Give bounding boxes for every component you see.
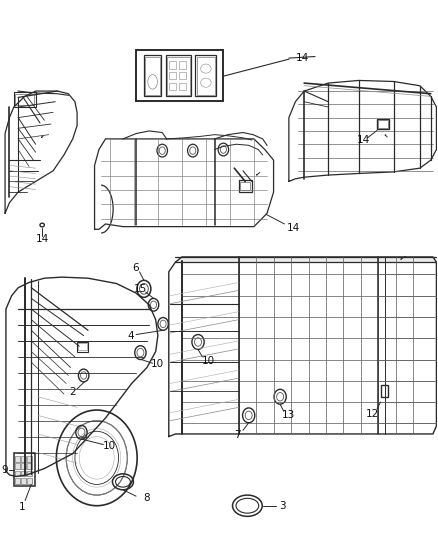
Bar <box>21 456 26 462</box>
Polygon shape <box>27 456 32 462</box>
Polygon shape <box>175 257 436 262</box>
Text: 9: 9 <box>2 465 8 474</box>
Polygon shape <box>21 478 26 484</box>
Bar <box>78 343 87 351</box>
Bar <box>27 463 32 469</box>
Polygon shape <box>27 478 32 484</box>
Bar <box>21 463 26 469</box>
Bar <box>15 94 34 106</box>
Text: 1: 1 <box>18 502 25 512</box>
Text: 10: 10 <box>150 359 163 369</box>
Bar <box>179 61 186 69</box>
Bar <box>145 56 160 95</box>
Bar <box>378 120 389 128</box>
Bar <box>144 55 161 96</box>
Bar <box>239 180 252 192</box>
Bar <box>179 83 186 90</box>
Bar <box>136 50 223 101</box>
Bar <box>15 471 20 477</box>
Text: 12: 12 <box>366 409 379 419</box>
Bar <box>195 55 216 96</box>
Bar <box>179 72 186 79</box>
Text: 3: 3 <box>279 500 286 511</box>
Text: 14: 14 <box>286 223 300 233</box>
Polygon shape <box>27 463 32 469</box>
Bar <box>169 83 176 90</box>
Text: 13: 13 <box>281 410 295 421</box>
Bar <box>381 385 389 397</box>
Bar <box>21 478 26 484</box>
Polygon shape <box>21 456 26 462</box>
Bar <box>15 463 20 469</box>
Bar <box>27 456 32 462</box>
Text: 4: 4 <box>127 330 134 341</box>
Text: 6: 6 <box>132 263 138 272</box>
Bar <box>240 182 251 190</box>
Bar <box>169 61 176 69</box>
Polygon shape <box>15 478 20 484</box>
Bar <box>14 92 35 107</box>
Text: 14: 14 <box>357 135 370 145</box>
Bar <box>27 471 32 477</box>
Polygon shape <box>27 471 32 477</box>
Text: 14: 14 <box>295 53 309 63</box>
Bar <box>77 342 88 352</box>
Text: 2: 2 <box>69 387 76 398</box>
Polygon shape <box>15 471 20 477</box>
Bar <box>27 478 32 484</box>
Bar <box>15 456 20 462</box>
Polygon shape <box>15 456 20 462</box>
Text: 10: 10 <box>201 356 215 366</box>
Bar <box>167 56 190 95</box>
Bar <box>14 453 35 486</box>
Bar <box>197 56 215 95</box>
Polygon shape <box>21 463 26 469</box>
Text: 10: 10 <box>102 441 116 451</box>
Bar <box>21 471 26 477</box>
Polygon shape <box>21 471 26 477</box>
Bar <box>169 72 176 79</box>
Bar <box>15 478 20 484</box>
Bar <box>166 55 191 96</box>
Text: 15: 15 <box>134 284 147 294</box>
Bar <box>377 119 389 130</box>
Text: 7: 7 <box>234 430 240 440</box>
Polygon shape <box>15 463 20 469</box>
Text: 14: 14 <box>35 234 49 244</box>
Text: 8: 8 <box>144 492 150 503</box>
